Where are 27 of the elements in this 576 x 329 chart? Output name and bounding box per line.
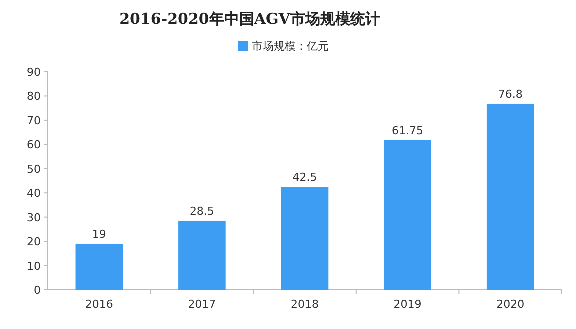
y-tick-label: 0 [34, 284, 41, 297]
y-tick-label: 10 [27, 260, 41, 273]
x-tick-label: 2016 [85, 298, 114, 311]
chart-title: 2016-2020年中国AGV市场规模统计 [120, 10, 380, 28]
x-tick-label: 2017 [188, 298, 216, 311]
y-tick-label: 40 [27, 187, 41, 200]
data-label: 61.75 [392, 124, 424, 138]
x-tick-label: 2020 [496, 298, 525, 311]
legend-label: 市场规模：亿元 [252, 40, 329, 53]
y-tick-label: 60 [27, 138, 41, 152]
data-label: 28.5 [190, 204, 214, 218]
bar [76, 244, 124, 290]
bar [281, 187, 329, 290]
y-tick-label: 80 [27, 90, 41, 104]
data-label: 42.5 [292, 171, 318, 184]
y-tick-label: 30 [27, 211, 41, 224]
bar [486, 104, 534, 290]
y-tick-label: 70 [27, 114, 41, 128]
y-tick-label: 50 [27, 162, 41, 176]
y-tick-label: 90 [27, 66, 41, 79]
bar [384, 140, 432, 290]
y-tick-label: 20 [27, 236, 41, 249]
x-tick-label: 2018 [291, 298, 319, 311]
bar [178, 220, 226, 290]
x-tick-label: 2019 [394, 298, 422, 311]
data-label: 19 [92, 228, 106, 241]
data-label: 76.8 [498, 88, 523, 101]
